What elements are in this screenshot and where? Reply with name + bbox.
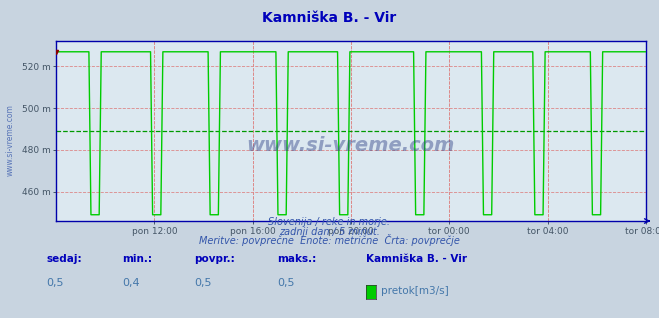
Text: 0,5: 0,5 — [277, 278, 295, 288]
Text: zadnji dan / 5 minut.: zadnji dan / 5 minut. — [279, 227, 380, 237]
Text: pretok[m3/s]: pretok[m3/s] — [381, 286, 449, 295]
Text: Slovenija / reke in morje.: Slovenija / reke in morje. — [268, 217, 391, 227]
Text: povpr.:: povpr.: — [194, 254, 235, 264]
Text: Meritve: povprečne  Enote: metrične  Črta: povprečje: Meritve: povprečne Enote: metrične Črta:… — [199, 234, 460, 246]
Text: Kamniška B. - Vir: Kamniška B. - Vir — [262, 11, 397, 25]
Text: www.si-vreme.com: www.si-vreme.com — [246, 136, 455, 155]
Text: 0,5: 0,5 — [46, 278, 64, 288]
Text: 0,4: 0,4 — [122, 278, 140, 288]
Text: 0,5: 0,5 — [194, 278, 212, 288]
Text: Kamniška B. - Vir: Kamniška B. - Vir — [366, 254, 467, 264]
Text: sedaj:: sedaj: — [46, 254, 82, 264]
Text: www.si-vreme.com: www.si-vreme.com — [5, 104, 14, 176]
Text: maks.:: maks.: — [277, 254, 316, 264]
Text: min.:: min.: — [122, 254, 152, 264]
